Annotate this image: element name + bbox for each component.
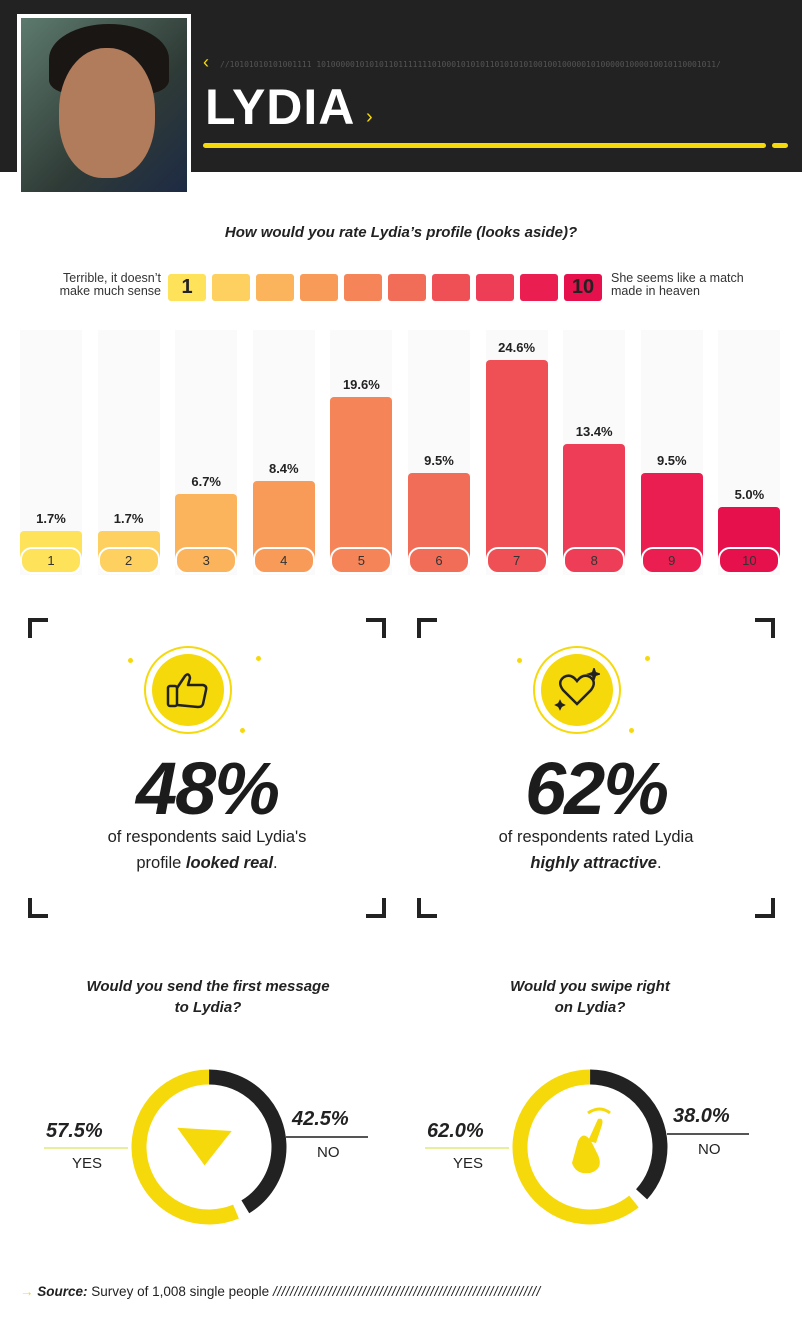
bar-value-label: 19.6% <box>342 377 380 393</box>
no-label: NO <box>317 1144 340 1161</box>
bar-9 <box>640 472 703 560</box>
bar-category-label: 9 <box>640 547 703 574</box>
stat-description: of respondents said Lydia's profile looke… <box>107 828 307 872</box>
bar-4 <box>252 481 315 560</box>
stat-card: 48% of respondents said Lydia's profile l… <box>28 618 386 918</box>
thumbs-up-icon <box>144 646 232 734</box>
bar-category-label: 1 <box>20 547 82 574</box>
bar-category-label: 2 <box>97 547 160 574</box>
source-text: Survey of 1,008 single people <box>91 1284 270 1299</box>
bar-category-label: 5 <box>330 547 393 574</box>
scale-swatch-5 <box>344 274 382 301</box>
yes-divider <box>425 1147 509 1149</box>
rating-question: How would you rate Lydia’s profile (look… <box>224 224 578 241</box>
bar-value-label: 6.7% <box>191 473 221 489</box>
bar-category-label: 4 <box>252 547 315 574</box>
scale-swatch-9 <box>520 274 558 301</box>
no-percent: 42.5% <box>292 1108 349 1130</box>
bar-8 <box>563 443 626 560</box>
chevron-right-icon: › <box>366 106 373 128</box>
stat-description: of respondents rated Lydia highly attract… <box>498 828 694 872</box>
bar-value-label: 24.6% <box>498 340 536 355</box>
no-percent: 38.0% <box>673 1105 730 1127</box>
bar-6 <box>408 472 470 560</box>
scale-swatch-6 <box>388 274 426 301</box>
scale-swatch-10: 10 <box>564 274 602 301</box>
bar-7 <box>485 360 548 560</box>
bar-value-label: 9.5% <box>656 452 687 468</box>
scale-high-label: She seems like a match made in heaven <box>611 271 744 298</box>
chevron-left-icon: ‹ <box>203 52 209 72</box>
scale-low-label: Terrible, it doesn’t make much sense <box>59 271 161 298</box>
scale-swatch-1: 1 <box>168 274 206 301</box>
scale-swatch-4 <box>300 274 338 301</box>
bar-category-label: 6 <box>408 547 470 574</box>
no-divider <box>286 1136 368 1138</box>
swipe-hand-icon <box>572 1107 611 1174</box>
binary-decoration: //10101010101001111 10100000101010110111… <box>220 60 720 69</box>
yes-label: YES <box>72 1155 103 1172</box>
accent-line-dash <box>772 143 788 148</box>
scale-swatch-2 <box>212 274 250 301</box>
arrow-icon: → <box>20 1284 38 1299</box>
accent-line <box>203 143 766 148</box>
bar-value-label: 1.7% <box>113 511 144 527</box>
rating-scale: 1 10 <box>0 274 802 302</box>
no-divider <box>667 1133 749 1135</box>
bar-category-label: 10 <box>718 547 781 574</box>
paper-plane-icon <box>177 1127 232 1166</box>
yes-label: YES <box>453 1155 484 1172</box>
bar-value-label: 8.4% <box>268 461 299 477</box>
heart-icon <box>533 646 621 734</box>
bar-5 <box>330 397 393 560</box>
bar-value-label: 9.5% <box>424 452 454 468</box>
yes-percent: 57.5% <box>46 1120 103 1142</box>
profile-photo <box>17 14 191 196</box>
profile-name: LYDIA <box>205 79 356 135</box>
bar-category-label: 8 <box>563 547 626 574</box>
slash-decoration: ////////////////////////////////////////… <box>272 1284 541 1299</box>
bar-category-label: 3 <box>175 547 238 574</box>
bar-value-label: 13.4% <box>575 423 613 439</box>
scale-swatch-3 <box>256 274 294 301</box>
donut-question: Would you send the first message to Lydia… <box>86 978 330 1016</box>
stat-value: 48% <box>135 747 280 830</box>
bar-value-label: 5.0% <box>734 486 765 502</box>
bar-value-label: 1.7% <box>36 511 66 527</box>
source-label: Source: <box>37 1284 88 1299</box>
stat-card: 62% of respondents rated Lydia highly att… <box>417 618 775 918</box>
source-line: → Source: Survey of 1,008 single people … <box>20 1284 541 1299</box>
stat-value: 62% <box>524 747 669 830</box>
yes-divider <box>44 1147 128 1149</box>
donut-question: Would you swipe right on Lydia? <box>510 978 670 1016</box>
scale-swatch-7 <box>432 274 470 301</box>
bar-category-label: 7 <box>485 547 548 574</box>
no-label: NO <box>698 1141 721 1158</box>
yes-percent: 62.0% <box>427 1120 484 1142</box>
scale-swatch-8 <box>476 274 514 301</box>
